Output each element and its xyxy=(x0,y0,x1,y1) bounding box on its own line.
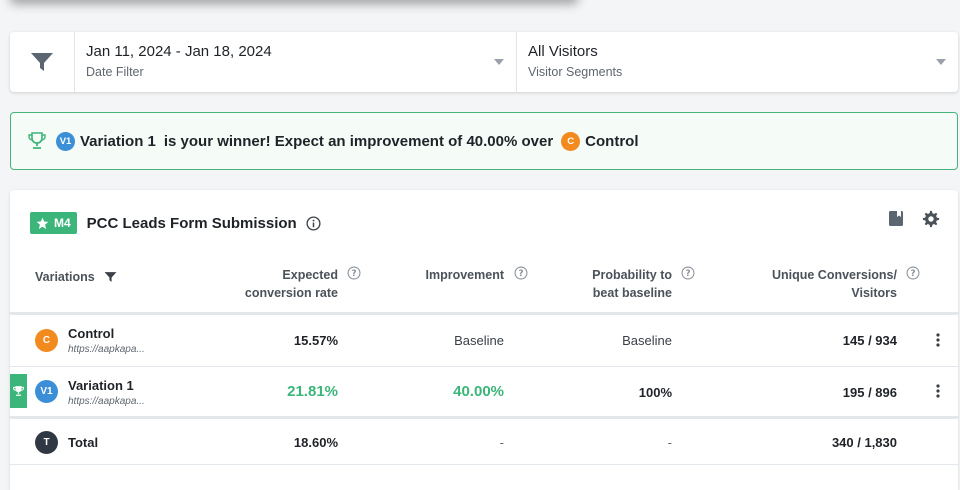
probability-header-line1: Probability to xyxy=(592,268,672,282)
filter-icon[interactable] xyxy=(10,32,75,92)
card-toolbar xyxy=(888,210,940,228)
variation-url: https://aapkapa... xyxy=(68,396,145,407)
improvement-value: Baseline xyxy=(454,333,504,348)
chevron-down-icon xyxy=(936,59,946,65)
variation-name-block: Control https://aapkapa... xyxy=(68,326,145,355)
help-icon[interactable]: ? xyxy=(347,266,361,285)
table-row-variation-1[interactable]: V1 Variation 1 https://aapkapa... 21.81%… xyxy=(10,367,958,419)
svg-text:?: ? xyxy=(910,269,915,279)
date-filter-dropdown[interactable]: Jan 11, 2024 - Jan 18, 2024 Date Filter xyxy=(75,32,516,92)
more-options-icon[interactable] xyxy=(932,384,944,398)
total-badge: T xyxy=(35,431,58,454)
variation-badge: V1 xyxy=(56,131,75,151)
expected-header-line2: conversion rate xyxy=(244,286,338,300)
column-header-improvement[interactable]: Improvement xyxy=(384,266,505,284)
improvement-value: 40.00% xyxy=(453,383,504,400)
column-header-variations[interactable]: Variations xyxy=(35,268,117,286)
segment-filter-dropdown[interactable]: All Visitors Visitor Segments xyxy=(516,32,958,92)
probability-value: 100% xyxy=(638,385,672,400)
column-header-probability[interactable]: Probability to beat baseline xyxy=(552,266,672,302)
help-icon[interactable]: ? xyxy=(906,266,920,285)
help-icon[interactable]: ? xyxy=(514,266,528,285)
date-filter-label: Date Filter xyxy=(86,65,144,79)
improvement-header-label: Improvement xyxy=(425,268,505,282)
svg-text:?: ? xyxy=(518,269,523,279)
star-icon xyxy=(36,217,49,229)
table-header: Variations Expected conversion rate ? Im… xyxy=(10,266,958,315)
expected-rate-value: 21.81% xyxy=(287,383,338,400)
winner-message: is your winner! Expect an improvement of… xyxy=(163,132,554,150)
filter-bar: Jan 11, 2024 - Jan 18, 2024 Date Filter … xyxy=(10,32,958,92)
goal-report-card: M4 PCC Leads Form Submission Variations … xyxy=(10,190,958,490)
control-badge: C xyxy=(561,131,581,151)
probability-value: Baseline xyxy=(622,333,672,348)
expected-rate-value: 15.57% xyxy=(293,333,338,348)
total-unique-conversions: 340 / 1,830 xyxy=(831,435,897,450)
trophy-icon xyxy=(13,386,24,396)
goal-badge-label: M4 xyxy=(54,216,71,230)
svg-text:?: ? xyxy=(351,269,356,279)
variation-url: https://aapkapa... xyxy=(68,344,145,355)
total-probability: - xyxy=(667,435,672,450)
total-name-block: Total xyxy=(68,435,98,450)
unique-conversions-value: 145 / 934 xyxy=(842,333,897,348)
segment-filter-label: Visitor Segments xyxy=(528,65,623,79)
column-header-expected-rate[interactable]: Expected conversion rate xyxy=(218,266,338,302)
more-options-icon[interactable] xyxy=(932,333,944,347)
unique-header-line1: Unique Conversions/ xyxy=(771,268,897,282)
variation-name: Variation 1 xyxy=(68,378,134,393)
goal-title: PCC Leads Form Submission xyxy=(86,214,297,232)
column-header-unique-conversions[interactable]: Unique Conversions/ Visitors xyxy=(737,266,897,302)
table-row-total: T Total 18.60% - - 340 / 1,830 xyxy=(10,420,958,465)
svg-text:?: ? xyxy=(685,269,690,279)
trophy-icon xyxy=(28,132,46,150)
chevron-down-icon xyxy=(494,59,504,65)
filter-icon[interactable] xyxy=(104,271,117,283)
unique-conversions-value: 195 / 896 xyxy=(842,385,897,400)
date-filter-value: Jan 11, 2024 - Jan 18, 2024 xyxy=(86,43,272,60)
gear-icon[interactable] xyxy=(922,210,940,228)
unique-header-line2: Visitors xyxy=(851,286,897,300)
total-expected-rate: 18.60% xyxy=(293,435,338,450)
help-icon[interactable]: ? xyxy=(681,266,695,285)
baseline-variation-name: Control xyxy=(585,132,639,150)
goal-header: M4 PCC Leads Form Submission xyxy=(30,212,321,234)
winner-banner: V1 Variation 1 is your winner! Expect an… xyxy=(10,112,958,170)
variation-name: Control xyxy=(68,326,115,341)
info-icon[interactable] xyxy=(306,215,321,231)
bookmark-icon[interactable] xyxy=(888,210,904,228)
control-badge: C xyxy=(35,329,58,352)
total-improvement: - xyxy=(499,435,504,450)
variation-badge: V1 xyxy=(35,380,58,403)
variations-header-label: Variations xyxy=(35,270,95,284)
segment-filter-value: All Visitors xyxy=(528,43,598,60)
winner-variation-name: Variation 1 xyxy=(80,132,156,150)
total-label: Total xyxy=(68,435,99,450)
expected-header-line1: Expected xyxy=(282,268,338,282)
variation-name-block: Variation 1 https://aapkapa... xyxy=(68,378,145,407)
primary-goal-badge: M4 xyxy=(30,212,77,234)
table-row-control[interactable]: C Control https://aapkapa... 15.57% Base… xyxy=(10,315,958,367)
probability-header-line2: beat baseline xyxy=(592,286,672,300)
winner-indicator xyxy=(10,374,27,408)
